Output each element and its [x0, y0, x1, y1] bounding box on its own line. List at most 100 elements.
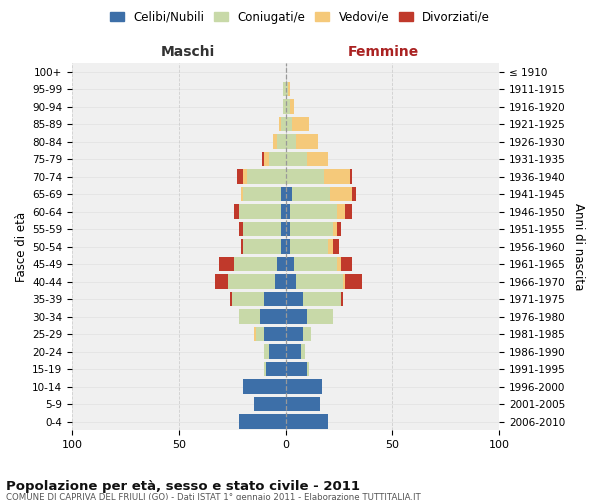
- Bar: [286, 222, 290, 236]
- Bar: [254, 397, 286, 411]
- Bar: [286, 414, 328, 428]
- Bar: [264, 362, 266, 376]
- Bar: [235, 257, 277, 271]
- Bar: [328, 240, 332, 254]
- Y-axis label: Anni di nascita: Anni di nascita: [572, 203, 585, 290]
- Bar: [286, 152, 307, 166]
- Bar: [241, 187, 243, 201]
- Bar: [332, 240, 339, 254]
- Bar: [292, 187, 331, 201]
- Bar: [286, 274, 296, 288]
- Bar: [286, 240, 290, 254]
- Bar: [307, 362, 309, 376]
- Bar: [286, 117, 292, 132]
- Text: Popolazione per età, sesso e stato civile - 2011: Popolazione per età, sesso e stato civil…: [6, 480, 360, 493]
- Bar: [239, 310, 260, 324]
- Bar: [302, 327, 311, 341]
- Text: Maschi: Maschi: [160, 45, 215, 59]
- Bar: [262, 152, 264, 166]
- Bar: [256, 327, 264, 341]
- Bar: [239, 222, 243, 236]
- Bar: [243, 240, 281, 254]
- Bar: [247, 170, 286, 184]
- Bar: [286, 397, 320, 411]
- Bar: [266, 362, 286, 376]
- Bar: [254, 327, 256, 341]
- Text: COMUNE DI CAPRIVA DEL FRIULI (GO) - Dati ISTAT 1° gennaio 2011 - Elaborazione TU: COMUNE DI CAPRIVA DEL FRIULI (GO) - Dati…: [6, 492, 421, 500]
- Bar: [279, 117, 281, 132]
- Bar: [290, 204, 337, 218]
- Bar: [346, 274, 362, 288]
- Bar: [324, 170, 350, 184]
- Bar: [294, 257, 337, 271]
- Bar: [286, 82, 288, 96]
- Bar: [215, 274, 228, 288]
- Bar: [292, 117, 309, 132]
- Bar: [260, 310, 286, 324]
- Bar: [352, 187, 356, 201]
- Bar: [288, 82, 290, 96]
- Bar: [269, 152, 286, 166]
- Bar: [286, 204, 290, 218]
- Bar: [281, 222, 286, 236]
- Bar: [343, 274, 346, 288]
- Bar: [281, 187, 286, 201]
- Bar: [286, 134, 296, 149]
- Bar: [290, 100, 294, 114]
- Bar: [264, 152, 269, 166]
- Bar: [283, 100, 286, 114]
- Bar: [264, 292, 286, 306]
- Bar: [286, 100, 290, 114]
- Bar: [281, 117, 286, 132]
- Bar: [230, 292, 232, 306]
- Bar: [302, 292, 341, 306]
- Bar: [307, 310, 332, 324]
- Bar: [220, 257, 235, 271]
- Bar: [277, 134, 286, 149]
- Bar: [337, 204, 346, 218]
- Bar: [239, 204, 281, 218]
- Bar: [286, 292, 302, 306]
- Bar: [296, 274, 343, 288]
- Bar: [301, 344, 305, 358]
- Bar: [337, 257, 341, 271]
- Bar: [264, 344, 269, 358]
- Bar: [228, 274, 275, 288]
- Bar: [331, 187, 352, 201]
- Bar: [307, 152, 328, 166]
- Bar: [341, 257, 352, 271]
- Bar: [273, 134, 277, 149]
- Bar: [290, 222, 332, 236]
- Bar: [243, 170, 247, 184]
- Bar: [269, 344, 286, 358]
- Bar: [286, 187, 292, 201]
- Bar: [350, 170, 352, 184]
- Bar: [286, 310, 307, 324]
- Bar: [337, 222, 341, 236]
- Bar: [296, 134, 317, 149]
- Bar: [290, 240, 328, 254]
- Bar: [235, 204, 239, 218]
- Y-axis label: Fasce di età: Fasce di età: [15, 212, 28, 282]
- Bar: [286, 380, 322, 394]
- Bar: [286, 170, 324, 184]
- Text: Femmine: Femmine: [348, 45, 419, 59]
- Bar: [232, 292, 264, 306]
- Bar: [264, 327, 286, 341]
- Bar: [341, 292, 343, 306]
- Bar: [286, 257, 294, 271]
- Bar: [286, 327, 302, 341]
- Bar: [283, 82, 286, 96]
- Bar: [243, 187, 281, 201]
- Bar: [239, 414, 286, 428]
- Bar: [286, 344, 301, 358]
- Bar: [332, 222, 337, 236]
- Legend: Celibi/Nubili, Coniugati/e, Vedovi/e, Divorziati/e: Celibi/Nubili, Coniugati/e, Vedovi/e, Di…: [105, 6, 495, 28]
- Bar: [281, 240, 286, 254]
- Bar: [243, 222, 281, 236]
- Bar: [243, 380, 286, 394]
- Bar: [286, 362, 307, 376]
- Bar: [241, 240, 243, 254]
- Bar: [275, 274, 286, 288]
- Bar: [281, 204, 286, 218]
